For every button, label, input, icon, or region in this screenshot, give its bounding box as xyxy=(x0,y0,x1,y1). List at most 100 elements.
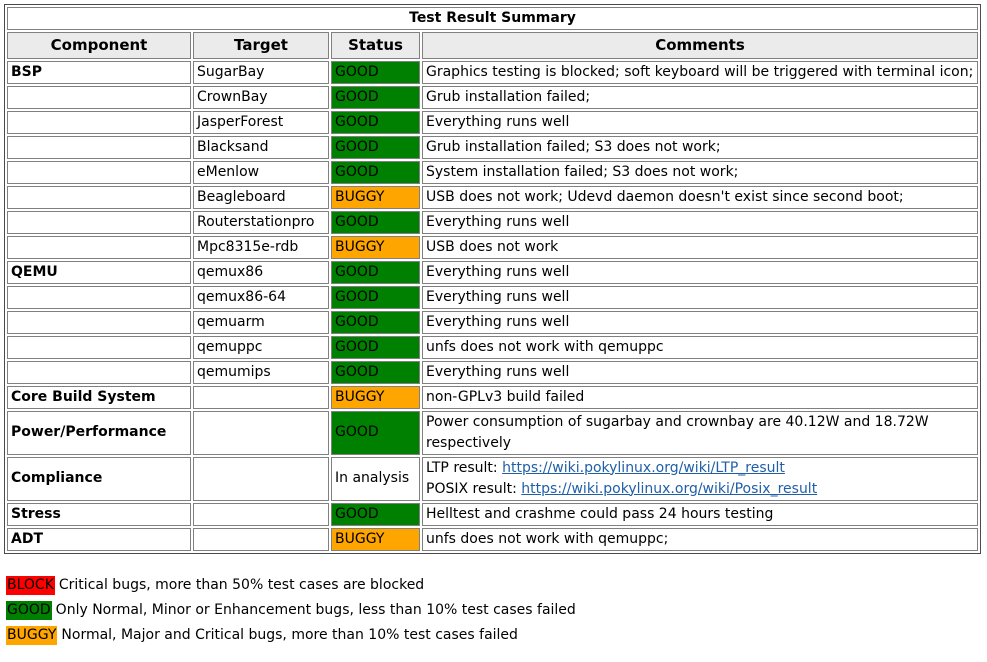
component-cell xyxy=(7,210,191,234)
table-row: qemuarm GOOD Everything runs well xyxy=(7,310,978,334)
component-cell: Power/Performance xyxy=(7,410,191,455)
legend-text: Only Normal, Minor or Enhancement bugs, … xyxy=(55,601,576,618)
target-cell xyxy=(193,385,329,409)
target-cell: CrownBay xyxy=(193,85,329,109)
status-cell: GOOD xyxy=(331,310,420,334)
comment-cell: non-GPLv3 build failed xyxy=(422,385,978,409)
comment-cell: Power consumption of sugarbay and crownb… xyxy=(422,410,978,455)
target-cell: SugarBay xyxy=(193,60,329,84)
component-cell xyxy=(7,110,191,134)
comment-cell: Everything runs well xyxy=(422,110,978,134)
status-cell: GOOD xyxy=(331,160,420,184)
comment-cell: LTP result: https://wiki.pokylinux.org/w… xyxy=(422,456,978,501)
table-row: Beagleboard BUGGY USB does not work; Ude… xyxy=(7,185,978,209)
comment-text: POSIX result: xyxy=(426,480,522,497)
comment-text: LTP result: xyxy=(426,459,503,476)
status-cell: GOOD xyxy=(331,335,420,359)
component-cell xyxy=(7,335,191,359)
component-cell: Core Build System xyxy=(7,385,191,409)
status-cell: GOOD xyxy=(331,85,420,109)
status-cell: GOOD xyxy=(331,110,420,134)
comment-cell: Everything runs well xyxy=(422,310,978,334)
component-cell xyxy=(7,310,191,334)
page-title: Test Result Summary xyxy=(7,7,978,30)
legend-item-block: BLOCK Critical bugs, more than 50% test c… xyxy=(6,575,983,595)
component-cell xyxy=(7,85,191,109)
component-cell xyxy=(7,160,191,184)
legend-item-good: GOOD Only Normal, Minor or Enhancement bu… xyxy=(6,600,983,620)
status-cell: BUGGY xyxy=(331,235,420,259)
target-cell: JasperForest xyxy=(193,110,329,134)
comment-cell: USB does not work xyxy=(422,235,978,259)
target-cell xyxy=(193,410,329,455)
comment-cell: Everything runs well xyxy=(422,260,978,284)
table-row: Blacksand GOOD Grub installation failed;… xyxy=(7,135,978,159)
test-result-table: Test Result Summary Component Target Sta… xyxy=(4,4,981,554)
target-cell: Beagleboard xyxy=(193,185,329,209)
legend-badge: BUGGY xyxy=(6,625,58,645)
table-row: Routerstationpro GOOD Everything runs we… xyxy=(7,210,978,234)
target-cell: eMenlow xyxy=(193,160,329,184)
table-row: CrownBay GOOD Grub installation failed; xyxy=(7,85,978,109)
table-row: JasperForest GOOD Everything runs well xyxy=(7,110,978,134)
legend-badge: GOOD xyxy=(6,600,52,620)
component-cell: ADT xyxy=(7,527,191,551)
status-cell: BUGGY xyxy=(331,527,420,551)
target-cell: qemuppc xyxy=(193,335,329,359)
status-cell: GOOD xyxy=(331,410,420,455)
table-row: Mpc8315e-rdb BUGGY USB does not work xyxy=(7,235,978,259)
table-row: Compliance In analysis LTP result: https… xyxy=(7,456,978,501)
legend-text: Normal, Major and Critical bugs, more th… xyxy=(61,626,518,643)
comment-cell: USB does not work; Udevd daemon doesn't … xyxy=(422,185,978,209)
legend-item-buggy: BUGGY Normal, Major and Critical bugs, mo… xyxy=(6,625,983,645)
status-cell: GOOD xyxy=(331,260,420,284)
comment-cell: unfs does not work with qemuppc; xyxy=(422,527,978,551)
comment-cell: Everything runs well xyxy=(422,210,978,234)
status-legend: BLOCK Critical bugs, more than 50% test c… xyxy=(6,575,983,645)
column-header-component: Component xyxy=(7,32,191,59)
posix-result-link[interactable]: https://wiki.pokylinux.org/wiki/Posix_re… xyxy=(521,480,818,497)
component-cell xyxy=(7,235,191,259)
status-cell: GOOD xyxy=(331,135,420,159)
table-row: Stress GOOD Helltest and crashme could p… xyxy=(7,502,978,526)
comment-line-posix: POSIX result: https://wiki.pokylinux.org… xyxy=(426,479,974,500)
status-cell: BUGGY xyxy=(331,385,420,409)
table-row: QEMU qemux86 GOOD Everything runs well xyxy=(7,260,978,284)
target-cell xyxy=(193,502,329,526)
status-cell: GOOD xyxy=(331,285,420,309)
status-cell: GOOD xyxy=(331,360,420,384)
status-cell: GOOD xyxy=(331,210,420,234)
target-cell: Routerstationpro xyxy=(193,210,329,234)
status-cell: BUGGY xyxy=(331,185,420,209)
component-cell xyxy=(7,135,191,159)
component-cell xyxy=(7,185,191,209)
target-cell xyxy=(193,456,329,501)
target-cell: Mpc8315e-rdb xyxy=(193,235,329,259)
comment-cell: Everything runs well xyxy=(422,285,978,309)
component-cell: Stress xyxy=(7,502,191,526)
component-cell xyxy=(7,360,191,384)
comment-cell: Helltest and crashme could pass 24 hours… xyxy=(422,502,978,526)
component-cell: BSP xyxy=(7,60,191,84)
comment-cell: Grub installation failed; xyxy=(422,85,978,109)
target-cell xyxy=(193,527,329,551)
legend-badge: BLOCK xyxy=(6,575,55,595)
table-row: qemuppc GOOD unfs does not work with qem… xyxy=(7,335,978,359)
column-header-target: Target xyxy=(193,32,329,59)
target-cell: qemumips xyxy=(193,360,329,384)
table-row: qemux86-64 GOOD Everything runs well xyxy=(7,285,978,309)
table-row: Core Build System BUGGY non-GPLv3 build … xyxy=(7,385,978,409)
header-row: Component Target Status Comments xyxy=(7,32,978,59)
comment-line-ltp: LTP result: https://wiki.pokylinux.org/w… xyxy=(426,458,974,479)
column-header-status: Status xyxy=(331,32,420,59)
status-cell: GOOD xyxy=(331,502,420,526)
comment-cell: System installation failed; S3 does not … xyxy=(422,160,978,184)
table-row: Power/Performance GOOD Power consumption… xyxy=(7,410,978,455)
target-cell: qemux86 xyxy=(193,260,329,284)
ltp-result-link[interactable]: https://wiki.pokylinux.org/wiki/LTP_resu… xyxy=(502,459,785,476)
title-row: Test Result Summary xyxy=(7,7,978,30)
component-cell: QEMU xyxy=(7,260,191,284)
component-cell xyxy=(7,285,191,309)
comment-cell: Everything runs well xyxy=(422,360,978,384)
